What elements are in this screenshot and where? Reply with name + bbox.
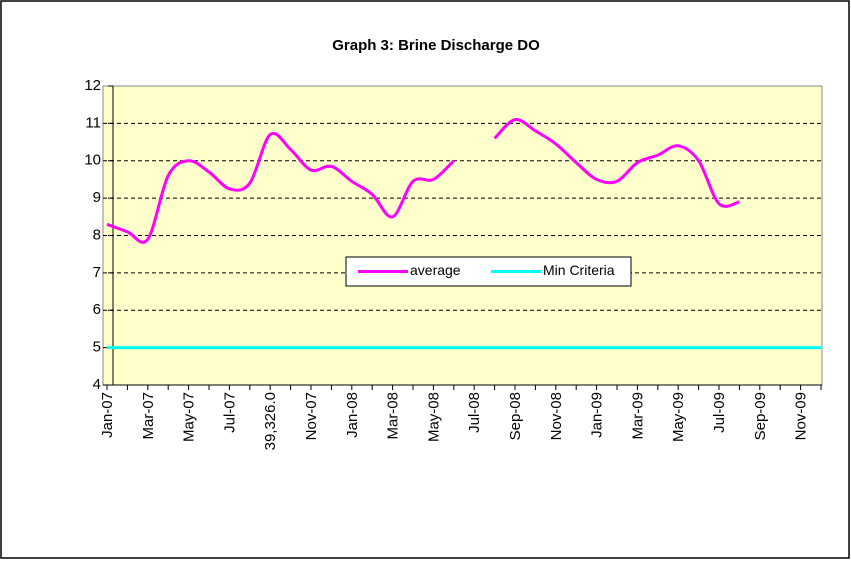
y-tick-label: 11 [85, 114, 101, 131]
x-tick-label: Sep-08 [507, 392, 524, 440]
legend-label: average [410, 262, 461, 278]
x-tick-label: Jan-08 [344, 392, 361, 438]
y-tick-label: 5 [93, 339, 101, 356]
y-tick-label: 12 [84, 77, 101, 94]
x-tick-label: Jan-09 [589, 392, 606, 438]
x-tick-label: Jul-07 [221, 392, 238, 433]
legend-label: Min Criteria [543, 262, 615, 278]
x-tick-label: 39,326.0 [262, 392, 279, 450]
x-tick-label: Nov-08 [548, 392, 565, 440]
x-tick-label: Jul-09 [711, 392, 728, 433]
legend: average Min Criteria [345, 256, 632, 287]
x-tick-label: May-08 [425, 392, 442, 442]
x-tick-label: Jan-07 [99, 392, 116, 438]
x-tick-label: May-09 [670, 392, 687, 442]
x-tick-label: May-07 [181, 392, 198, 442]
y-tick-label: 7 [93, 264, 101, 281]
y-tick-label: 10 [84, 152, 101, 169]
x-tick-label: Mar-08 [385, 392, 402, 440]
chart-title: Graph 3: Brine Discharge DO [332, 37, 540, 54]
x-tick-label: Nov-07 [303, 392, 320, 440]
line-series [106, 118, 740, 244]
x-tick-label: Mar-07 [140, 392, 157, 440]
x-tick-label: Sep-09 [752, 392, 769, 440]
x-tick-label: Jul-08 [466, 392, 483, 433]
y-tick-label: 9 [93, 189, 101, 206]
x-tick-label: Mar-09 [629, 392, 646, 440]
y-tick-label: 8 [93, 226, 101, 243]
x-tick-label: Nov-09 [793, 392, 810, 440]
y-tick-label: 6 [93, 301, 101, 318]
y-tick-label: 4 [93, 376, 101, 393]
